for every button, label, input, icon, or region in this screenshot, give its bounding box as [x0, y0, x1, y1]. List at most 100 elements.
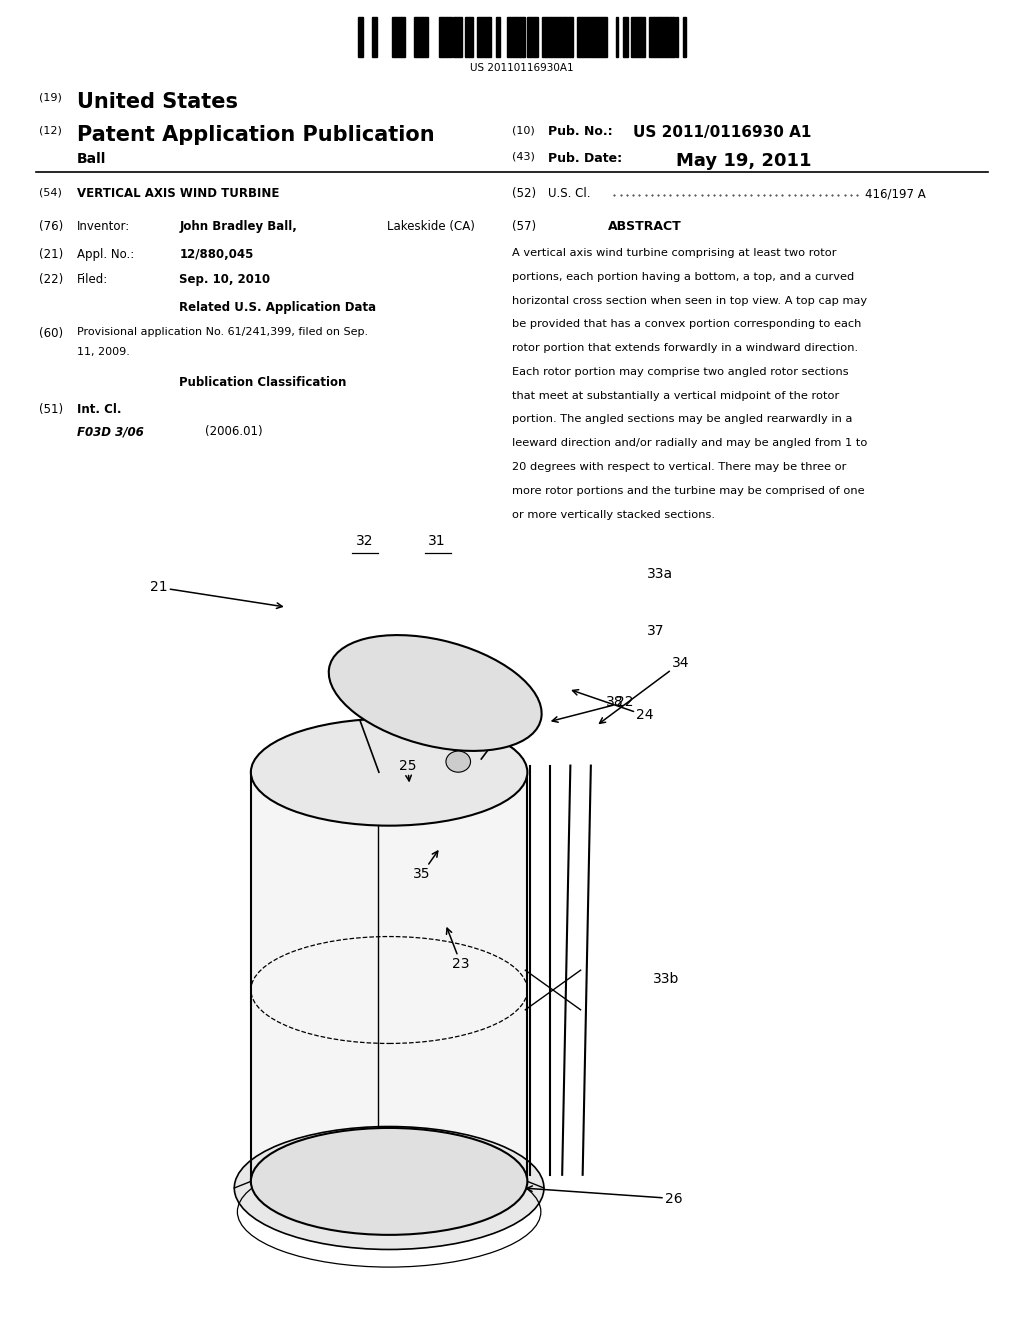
Text: Appl. No.:: Appl. No.:	[77, 248, 134, 261]
Text: 31: 31	[428, 535, 446, 548]
Bar	[455, 17, 459, 57]
Bar	[649, 17, 653, 57]
Bar	[487, 17, 492, 57]
Bar	[417, 17, 421, 57]
Text: 12/880,045: 12/880,045	[179, 248, 254, 261]
Bar	[564, 17, 565, 57]
Text: May 19, 2011: May 19, 2011	[676, 152, 811, 170]
Bar	[587, 17, 592, 57]
Bar	[522, 17, 525, 57]
Text: (12): (12)	[39, 125, 61, 136]
Bar	[602, 17, 604, 57]
Text: US 20110116930A1: US 20110116930A1	[470, 63, 574, 74]
Text: be provided that has a convex portion corresponding to each: be provided that has a convex portion co…	[512, 319, 861, 330]
Bar	[447, 17, 452, 57]
Bar	[639, 17, 640, 57]
Bar	[658, 17, 660, 57]
Text: (60): (60)	[39, 327, 63, 341]
Ellipse shape	[329, 635, 542, 751]
Bar	[592, 17, 595, 57]
Text: 26: 26	[526, 1185, 683, 1205]
Text: ABSTRACT: ABSTRACT	[608, 220, 682, 234]
Text: A vertical axis wind turbine comprising at least two rotor: A vertical axis wind turbine comprising …	[512, 248, 837, 259]
Bar	[570, 17, 572, 57]
Bar	[683, 17, 686, 57]
Text: Patent Application Publication: Patent Application Publication	[77, 125, 434, 145]
Bar	[372, 17, 377, 57]
Bar	[673, 17, 675, 57]
Text: 34: 34	[600, 656, 690, 723]
Text: United States: United States	[77, 92, 238, 112]
Text: Each rotor portion may comprise two angled rotor sections: Each rotor portion may comprise two angl…	[512, 367, 849, 378]
Bar	[395, 17, 400, 57]
Bar	[631, 17, 636, 57]
Bar	[469, 17, 473, 57]
Text: 33a: 33a	[647, 568, 674, 581]
Bar	[677, 17, 678, 57]
Text: that meet at substantially a vertical midpoint of the rotor: that meet at substantially a vertical mi…	[512, 391, 840, 401]
Bar	[459, 17, 462, 57]
Text: Inventor:: Inventor:	[77, 220, 130, 234]
Text: (54): (54)	[39, 187, 61, 198]
Bar	[497, 17, 500, 57]
Bar	[400, 17, 404, 57]
Text: F03D 3/06: F03D 3/06	[77, 425, 143, 438]
Bar	[623, 17, 628, 57]
Text: Lakeskide (CA): Lakeskide (CA)	[387, 220, 475, 234]
Text: US 2011/0116930 A1: US 2011/0116930 A1	[633, 125, 811, 140]
Ellipse shape	[234, 1126, 544, 1250]
Text: Publication Classification: Publication Classification	[179, 376, 346, 389]
Bar	[358, 17, 362, 57]
Text: 33b: 33b	[653, 973, 680, 986]
Text: Sep. 10, 2010: Sep. 10, 2010	[179, 273, 270, 286]
Bar	[555, 17, 560, 57]
Text: (43): (43)	[512, 152, 535, 162]
Bar	[560, 17, 564, 57]
Text: 24: 24	[572, 689, 654, 722]
Text: 20 degrees with respect to vertical. There may be three or: 20 degrees with respect to vertical. The…	[512, 462, 847, 473]
Text: (21): (21)	[39, 248, 63, 261]
Text: (76): (76)	[39, 220, 63, 234]
Bar	[666, 17, 671, 57]
Text: more rotor portions and the turbine may be comprised of one: more rotor portions and the turbine may …	[512, 486, 864, 496]
Text: VERTICAL AXIS WIND TURBINE: VERTICAL AXIS WIND TURBINE	[77, 187, 280, 201]
Text: or more vertically stacked sections.: or more vertically stacked sections.	[512, 510, 715, 520]
Bar	[565, 17, 570, 57]
Bar	[414, 17, 417, 57]
Bar	[421, 17, 423, 57]
Bar	[439, 17, 442, 57]
Bar	[520, 17, 522, 57]
Bar	[507, 17, 510, 57]
Text: (19): (19)	[39, 92, 61, 103]
Bar	[597, 17, 602, 57]
Text: portions, each portion having a bottom, a top, and a curved: portions, each portion having a bottom, …	[512, 272, 854, 282]
Bar	[423, 17, 428, 57]
Bar	[660, 17, 666, 57]
Bar	[392, 17, 395, 57]
Text: leeward direction and/or radially and may be angled from 1 to: leeward direction and/or radially and ma…	[512, 438, 867, 449]
Text: Pub. No.:: Pub. No.:	[548, 125, 612, 139]
Bar	[485, 17, 487, 57]
Bar	[583, 17, 587, 57]
Bar	[510, 17, 514, 57]
Bar	[671, 17, 673, 57]
Text: John Bradley Ball,: John Bradley Ball,	[179, 220, 297, 234]
Text: Provisional application No. 61/241,399, filed on Sep.: Provisional application No. 61/241,399, …	[77, 327, 368, 338]
Text: horizontal cross section when seen in top view. A top cap may: horizontal cross section when seen in to…	[512, 296, 867, 306]
Text: (51): (51)	[39, 403, 63, 416]
Bar	[578, 17, 580, 57]
Text: (52): (52)	[512, 187, 537, 201]
Text: portion. The angled sections may be angled rearwardly in a: portion. The angled sections may be angl…	[512, 414, 852, 425]
Bar	[477, 17, 481, 57]
Text: 35: 35	[413, 851, 437, 880]
Bar	[604, 17, 607, 57]
Bar	[529, 17, 535, 57]
Text: 11, 2009.: 11, 2009.	[77, 347, 130, 358]
Bar	[535, 17, 538, 57]
Bar	[580, 17, 583, 57]
Ellipse shape	[446, 751, 471, 772]
Text: (57): (57)	[512, 220, 537, 234]
Text: Int. Cl.: Int. Cl.	[77, 403, 121, 416]
Bar	[551, 17, 555, 57]
Text: 25: 25	[398, 759, 417, 781]
